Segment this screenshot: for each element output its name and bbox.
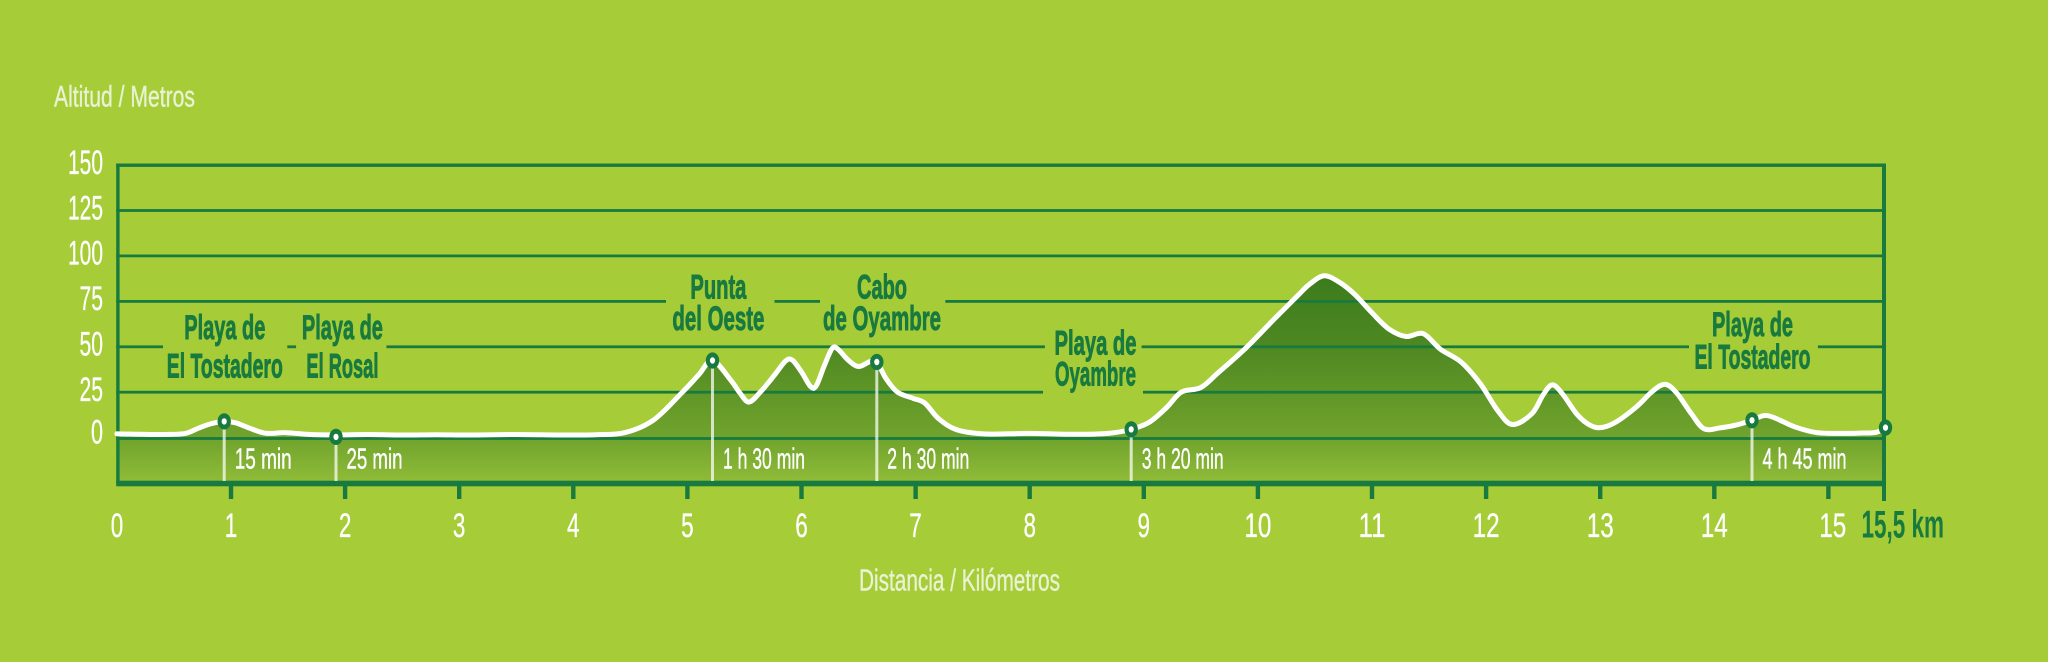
- svg-text:1 h 30 min: 1 h 30 min: [723, 444, 805, 476]
- svg-text:11: 11: [1359, 507, 1386, 545]
- svg-text:del Oeste: del Oeste: [672, 300, 764, 338]
- svg-text:El Tostadero: El Tostadero: [1695, 338, 1811, 376]
- svg-text:1: 1: [225, 507, 238, 545]
- svg-text:Distancia / Kilómetros: Distancia / Kilómetros: [859, 564, 1060, 598]
- svg-text:El Tostadero: El Tostadero: [167, 347, 283, 385]
- svg-text:25: 25: [80, 371, 104, 409]
- svg-text:9: 9: [1138, 507, 1151, 545]
- svg-text:Punta: Punta: [690, 268, 746, 306]
- svg-text:4: 4: [567, 507, 580, 545]
- svg-text:Playa de: Playa de: [302, 309, 383, 347]
- svg-text:0: 0: [91, 413, 103, 451]
- svg-text:14: 14: [1701, 507, 1728, 545]
- svg-text:2: 2: [339, 507, 352, 545]
- svg-text:Altitud / Metros: Altitud / Metros: [54, 81, 195, 114]
- svg-text:100: 100: [68, 235, 103, 273]
- svg-text:4 h 45 min: 4 h 45 min: [1763, 444, 1847, 476]
- svg-text:2 h 30 min: 2 h 30 min: [887, 444, 969, 476]
- svg-text:15,5 km: 15,5 km: [1862, 504, 1945, 547]
- svg-text:Cabo: Cabo: [857, 268, 907, 306]
- svg-text:de Oyambre: de Oyambre: [823, 300, 941, 338]
- svg-text:Oyambre: Oyambre: [1055, 355, 1136, 393]
- svg-text:15 min: 15 min: [235, 444, 292, 476]
- svg-text:5: 5: [681, 507, 694, 545]
- svg-text:8: 8: [1024, 507, 1037, 545]
- svg-text:7: 7: [909, 507, 922, 545]
- svg-text:25 min: 25 min: [347, 444, 403, 476]
- svg-text:3: 3: [453, 507, 466, 545]
- svg-text:10: 10: [1244, 507, 1271, 545]
- svg-text:3 h 20 min: 3 h 20 min: [1142, 444, 1224, 476]
- svg-text:13: 13: [1587, 507, 1614, 545]
- svg-text:50: 50: [80, 326, 104, 364]
- svg-text:0: 0: [111, 507, 124, 545]
- svg-text:75: 75: [80, 280, 104, 318]
- svg-text:6: 6: [795, 507, 808, 545]
- svg-text:Playa de: Playa de: [184, 309, 265, 347]
- svg-text:Playa de: Playa de: [1712, 306, 1793, 344]
- svg-text:Playa de: Playa de: [1055, 324, 1137, 362]
- svg-text:150: 150: [68, 144, 103, 182]
- svg-text:125: 125: [68, 189, 103, 227]
- svg-text:15: 15: [1819, 507, 1846, 545]
- svg-text:El Rosal: El Rosal: [306, 347, 378, 385]
- svg-text:12: 12: [1473, 507, 1500, 545]
